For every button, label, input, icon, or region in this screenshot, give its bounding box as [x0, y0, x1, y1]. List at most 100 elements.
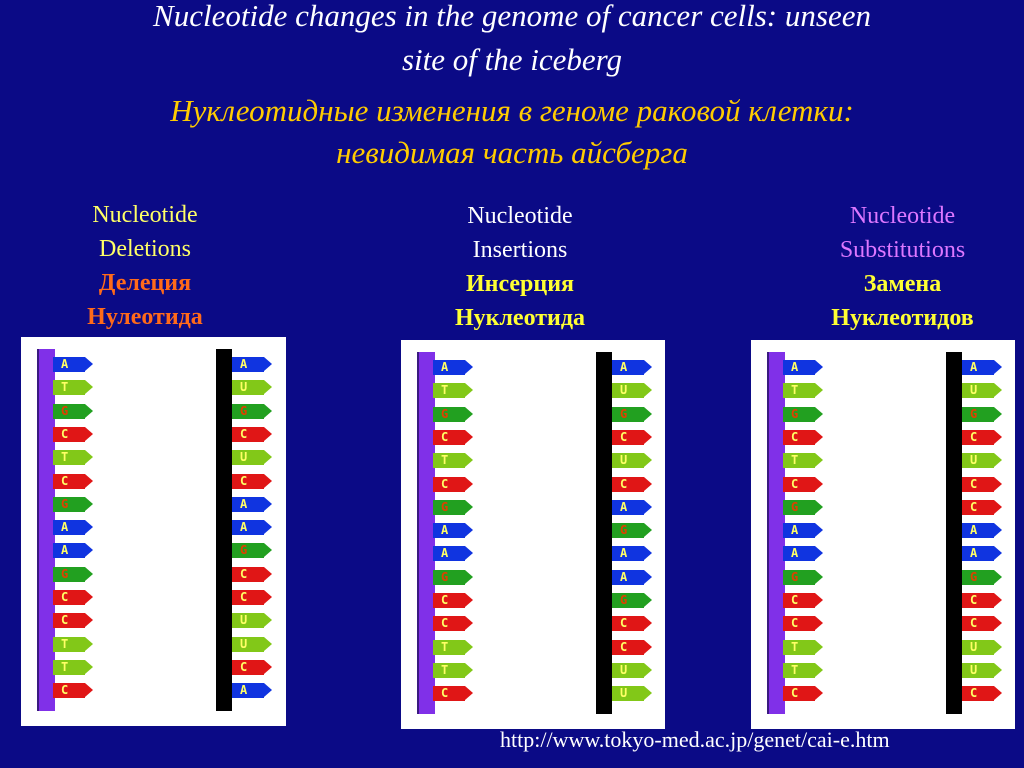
- nucleotide-letter: T: [61, 636, 69, 651]
- nucleotide-letter: U: [970, 453, 978, 468]
- nucleotide-rna-A: A: [232, 496, 272, 512]
- nucleotide-letter: G: [791, 499, 799, 514]
- nucleotide-letter: G: [441, 569, 449, 584]
- nucleotide-dna-C: C: [783, 686, 823, 702]
- heading-en-line1: Nucleotide: [92, 202, 198, 228]
- nucleotide-rna-A: A: [232, 520, 272, 536]
- nucleotide-rna-C: C: [612, 429, 652, 445]
- nucleotide-rna-U: U: [232, 636, 272, 652]
- nucleotide-letter: C: [61, 473, 69, 488]
- nucleotide-rna-C: C: [962, 476, 1002, 492]
- nucleotide-letter: C: [240, 590, 248, 604]
- nucleotide-dna-G: G: [783, 569, 823, 585]
- nucleotide-rna-G: G: [232, 403, 272, 419]
- nucleotide-dna-G: G: [53, 403, 93, 419]
- dna-backbone-strand: [767, 352, 785, 714]
- nucleotide-letter: C: [970, 616, 978, 631]
- nucleotide-dna-C: C: [433, 429, 473, 445]
- nucleotide-letter: G: [61, 403, 69, 418]
- nucleotide-letter: C: [620, 476, 628, 491]
- nucleotide-rna-U: U: [612, 453, 652, 469]
- nucleotide-dna-G: G: [433, 569, 473, 585]
- nucleotide-rna-C: C: [232, 659, 272, 675]
- heading-en-line2: Substitutions: [839, 237, 966, 263]
- nucleotide-dna-A: A: [783, 360, 823, 375]
- title-english-line1: Nucleotide changes in the genome of canc…: [153, 0, 871, 33]
- heading-ru-line2: Нуклеотидов: [831, 305, 974, 331]
- nucleotide-letter: T: [61, 659, 69, 674]
- nucleotide-letter: A: [441, 546, 449, 561]
- nucleotide-letter: C: [791, 476, 799, 491]
- nucleotide-letter: A: [61, 520, 69, 535]
- nucleotide-dna-G: G: [53, 566, 93, 582]
- nucleotide-letter: G: [441, 499, 449, 514]
- nucleotide-dna-C: C: [53, 590, 93, 605]
- nucleotide-rna-A: A: [612, 569, 652, 585]
- nucleotide-letter: G: [441, 406, 449, 421]
- nucleotide-letter: U: [240, 450, 248, 465]
- nucleotide-rna-U: U: [612, 686, 652, 702]
- nucleotide-letter: C: [620, 429, 628, 444]
- nucleotide-rna-C: C: [232, 473, 272, 489]
- nucleotide-letter: A: [240, 357, 248, 371]
- nucleotide-letter: C: [61, 590, 69, 604]
- nucleotide-dna-A: A: [53, 543, 93, 559]
- heading-en-line2: Insertions: [472, 237, 568, 263]
- nucleotide-letter: G: [791, 569, 799, 584]
- nucleotide-dna-A: A: [53, 520, 93, 536]
- nucleotide-dna-T: T: [433, 639, 473, 655]
- nucleotide-rna-U: U: [612, 662, 652, 678]
- nucleotide-letter: C: [61, 426, 69, 441]
- source-url[interactable]: http://www.tokyo-med.ac.jp/genet/cai-e.h…: [500, 727, 890, 752]
- nucleotide-rna-U: U: [962, 453, 1002, 469]
- nucleotide-letter: A: [240, 496, 248, 511]
- nucleotide-dna-A: A: [433, 523, 473, 539]
- nucleotide-dna-C: C: [783, 593, 823, 608]
- nucleotide-letter: C: [791, 686, 799, 701]
- heading-en-line1: Nucleotide: [467, 203, 573, 229]
- nucleotide-letter: T: [791, 383, 799, 398]
- nucleotide-dna-G: G: [783, 499, 823, 515]
- nucleotide-letter: A: [791, 360, 799, 374]
- nucleotide-letter: T: [61, 380, 69, 395]
- nucleotide-rna-C: C: [962, 593, 1002, 608]
- nucleotide-dna-A: A: [783, 546, 823, 562]
- nucleotide-letter: C: [441, 593, 449, 607]
- nucleotide-letter: G: [620, 523, 628, 538]
- column-heading-insertions: Nucleotide Insertions Инсерция Нуклеотид…: [420, 199, 620, 335]
- nucleotide-letter: T: [791, 662, 799, 677]
- nucleotide-letter: U: [970, 662, 978, 677]
- heading-ru-line2: Нуклеотида: [454, 305, 586, 331]
- nucleotide-letter: T: [441, 453, 449, 468]
- nucleotide-dna-T: T: [783, 639, 823, 655]
- nucleotide-dna-C: C: [53, 613, 93, 629]
- nucleotide-dna-T: T: [433, 383, 473, 399]
- nucleotide-letter: A: [441, 523, 449, 538]
- nucleotide-letter: A: [240, 520, 248, 535]
- nucleotide-rna-C: C: [962, 616, 1002, 632]
- heading-en-line1: Nucleotide: [849, 203, 956, 229]
- nucleotide-letter: C: [791, 593, 799, 607]
- nucleotide-dna-A: A: [783, 523, 823, 539]
- nucleotide-rna-U: U: [962, 639, 1002, 655]
- nucleotide-rna-A: A: [962, 546, 1002, 562]
- nucleotide-dna-T: T: [783, 383, 823, 399]
- nucleotide-letter: T: [791, 639, 799, 654]
- nucleotide-rna-C: C: [232, 426, 272, 442]
- nucleotide-dna-T: T: [53, 636, 93, 652]
- nucleotide-letter: C: [791, 616, 799, 631]
- nucleotide-letter: U: [240, 613, 248, 628]
- nucleotide-letter: U: [620, 383, 628, 398]
- nucleotide-letter: C: [240, 659, 248, 674]
- nucleotide-dna-G: G: [783, 406, 823, 422]
- nucleotide-letter: C: [240, 473, 248, 488]
- nucleotide-letter: T: [441, 662, 449, 677]
- nucleotide-letter: T: [791, 453, 799, 468]
- nucleotide-letter: C: [620, 616, 628, 631]
- nucleotide-dna-C: C: [783, 476, 823, 492]
- nucleotide-letter: U: [240, 380, 248, 395]
- nucleotide-dna-T: T: [53, 450, 93, 466]
- nucleotide-letter: G: [970, 406, 978, 421]
